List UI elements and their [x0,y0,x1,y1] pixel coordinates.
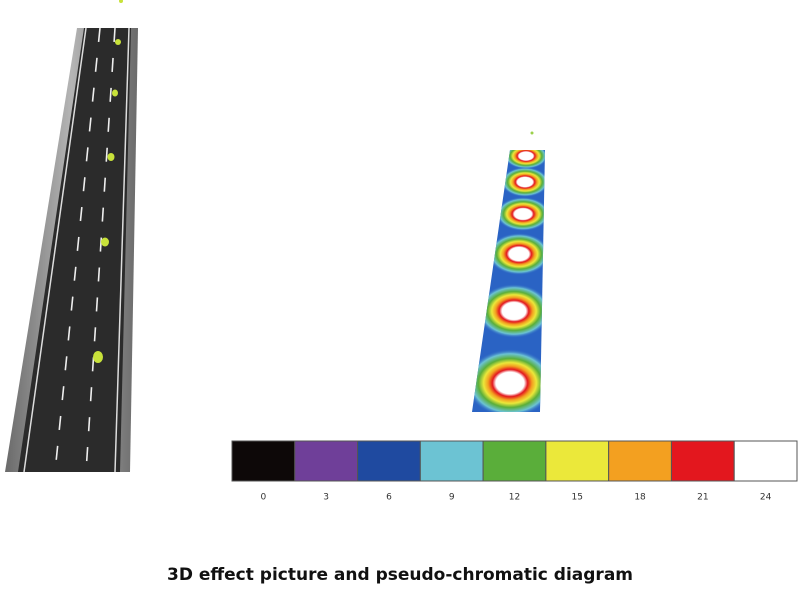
color-legend: 0 3 6 9 12 15 18 21 24 [231,440,798,503]
legend-swatch [419,440,484,482]
legend-swatch [294,440,359,482]
road-picture [5,0,138,473]
legend-label: 12 [509,493,520,503]
legend-label: 24 [760,493,772,503]
caption: 3D effect picture and pseudo-chromatic d… [166,565,633,585]
legend-swatch [545,440,610,482]
legend-swatch [733,440,798,482]
legend-swatch [482,440,547,482]
legend-label: 9 [449,493,455,503]
legend-label: 18 [634,493,646,503]
legend-label: 15 [572,493,583,503]
legend-label: 6 [386,493,392,503]
legend-swatch [231,440,296,482]
legend-label: 0 [261,493,267,503]
legend-swatch [357,440,421,482]
legend-swatch [608,440,672,482]
pseudo-color-diagram [472,131,545,412]
legend-label: 3 [323,493,329,503]
legend-swatch [670,440,735,482]
legend-label: 21 [697,493,708,503]
